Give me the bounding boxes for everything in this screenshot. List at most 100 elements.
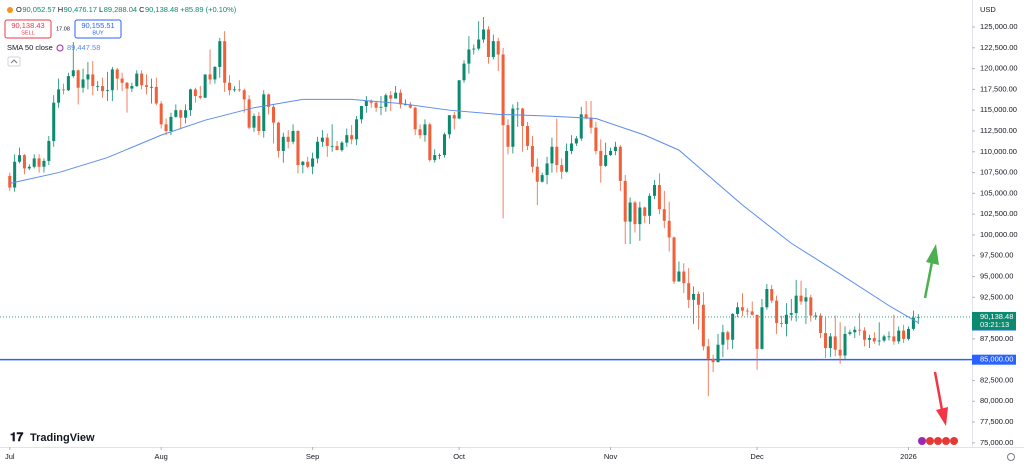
- candle-body: [18, 155, 22, 162]
- y-tick-label: 110,000.00: [980, 147, 1017, 156]
- candle-body: [340, 142, 344, 151]
- candle-body: [823, 333, 827, 349]
- candle-body: [242, 90, 246, 100]
- buy-label: BUY: [92, 30, 104, 36]
- candle-body: [247, 99, 251, 128]
- candle-body: [179, 110, 183, 118]
- y-tick-label: 125,000.00: [980, 22, 1018, 31]
- ohlc-value: 90,052.57: [22, 5, 55, 14]
- candle-body: [750, 311, 754, 315]
- last-price-tag-bg: [972, 311, 1016, 330]
- candle-body: [784, 314, 788, 324]
- candle-body: [838, 349, 842, 356]
- candle-body: [740, 307, 744, 311]
- x-tick-label: Aug: [155, 452, 168, 461]
- sell-button[interactable]: [4, 19, 52, 39]
- candle-body: [423, 124, 427, 136]
- candle-body: [721, 332, 725, 345]
- candle-body: [438, 155, 442, 156]
- candle-body: [442, 134, 446, 156]
- symbol-icon: [7, 7, 13, 13]
- candle-body: [145, 85, 149, 87]
- candle-body: [682, 271, 686, 284]
- countdown: 03:21:13: [980, 320, 1009, 329]
- ohlc-value: 90,476.17: [64, 5, 97, 14]
- candle-body: [320, 137, 324, 142]
- candle-body: [188, 89, 193, 111]
- candle-body: [545, 163, 549, 176]
- candle-body: [872, 338, 876, 342]
- candle-body: [281, 136, 285, 151]
- candle-body: [125, 82, 129, 89]
- candle-body: [863, 330, 867, 340]
- y-tick-label: 87,500.00: [980, 334, 1013, 343]
- settings-icon[interactable]: [1007, 453, 1015, 461]
- candle-body: [315, 141, 320, 159]
- candle-body: [692, 293, 696, 300]
- collapse-button[interactable]: [7, 56, 21, 67]
- y-tick-label: 97,500.00: [980, 251, 1013, 260]
- y-tick-label: 82,500.00: [980, 375, 1013, 384]
- candle-body: [389, 95, 393, 99]
- candle-body: [526, 125, 530, 146]
- candle-body: [565, 150, 569, 172]
- candle-body: [32, 158, 36, 167]
- candle-body: [652, 185, 657, 196]
- candle-body: [267, 94, 271, 107]
- sma-legend-icon: [56, 44, 64, 52]
- candle-body: [804, 297, 808, 302]
- candle-body: [877, 340, 881, 342]
- candle-body: [169, 116, 173, 131]
- candle-body: [711, 358, 715, 363]
- y-tick-label: 122,500.00: [980, 43, 1018, 52]
- candle-body: [252, 116, 256, 128]
- candle-body: [765, 288, 769, 308]
- sell-price: 90,138.43: [11, 21, 44, 30]
- candle-body: [701, 304, 705, 347]
- buy-button[interactable]: [74, 19, 122, 39]
- candle-body: [662, 209, 666, 221]
- candle-body: [355, 119, 359, 140]
- candle-body: [736, 307, 740, 314]
- candle-body: [516, 108, 520, 110]
- candle-body: [57, 89, 61, 103]
- candle-body: [814, 315, 818, 317]
- candle-body: [482, 29, 486, 40]
- candle-body: [130, 86, 134, 89]
- candle-body: [208, 74, 212, 80]
- candle-body: [858, 329, 862, 331]
- candle-body: [496, 41, 500, 55]
- candle-body: [648, 195, 652, 216]
- last-price-tag: 90,138.48: [980, 312, 1013, 321]
- candle-body: [867, 338, 871, 340]
- ohlc-key: C: [139, 5, 145, 14]
- candle-body: [193, 89, 197, 97]
- candle-body: [120, 78, 124, 83]
- candle-body: [276, 122, 280, 151]
- candle-body: [569, 143, 573, 151]
- collapse-icon: [10, 59, 18, 64]
- candle-body: [521, 108, 525, 126]
- candle-body: [86, 74, 90, 80]
- candle-body: [799, 295, 803, 302]
- y-tick-label: 112,500.00: [980, 126, 1017, 135]
- candle-body: [604, 155, 608, 166]
- candle-body: [257, 116, 261, 131]
- candle-body: [819, 315, 823, 334]
- candle-body: [916, 316, 920, 318]
- candle-body: [760, 307, 764, 349]
- y-tick-label: 75,000.00: [980, 438, 1013, 447]
- y-tick-label: 92,500.00: [980, 292, 1013, 301]
- sell-label: SELL: [21, 30, 34, 36]
- candle-body: [61, 89, 66, 91]
- candle-body: [228, 82, 232, 91]
- y-tick-label: 95,000.00: [980, 272, 1013, 281]
- candle-body: [369, 101, 373, 103]
- candle-body: [379, 106, 383, 108]
- candle-body: [291, 130, 295, 142]
- candle-body: [433, 155, 437, 161]
- candle-body: [623, 180, 627, 222]
- candle-body: [296, 130, 300, 166]
